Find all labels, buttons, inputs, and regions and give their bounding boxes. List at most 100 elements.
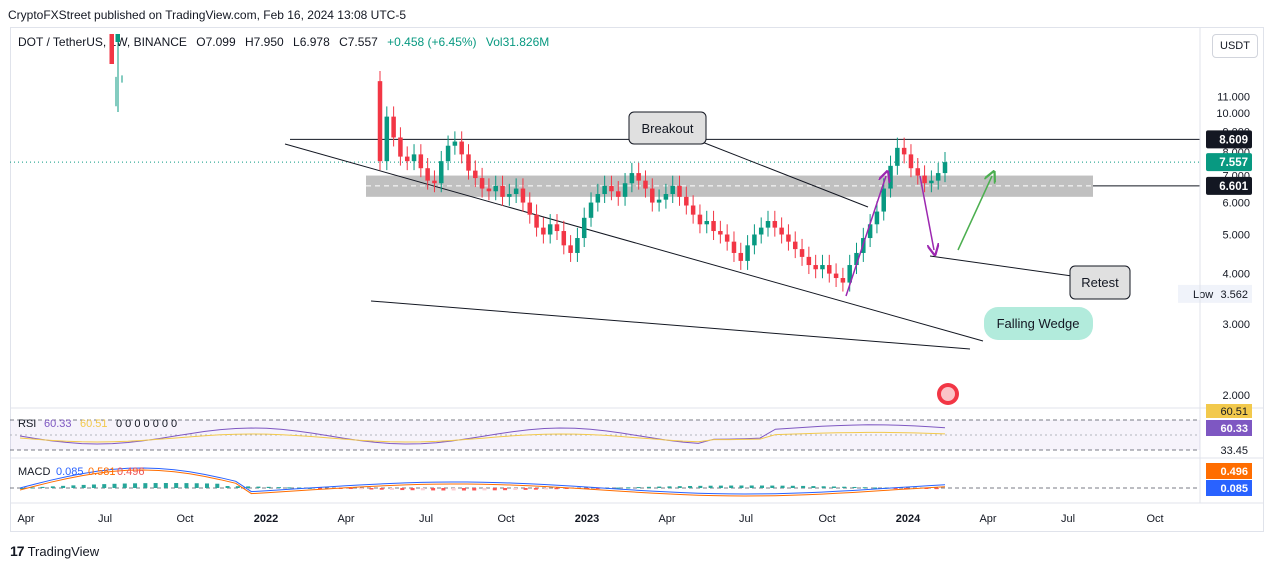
- candle-body: [670, 185, 675, 195]
- macd-hist-bar: [143, 483, 148, 488]
- macd-hist-bar: [20, 488, 24, 489]
- candle-body: [724, 234, 730, 242]
- macd-hist-bar: [256, 486, 261, 488]
- currency-button[interactable]: USDT: [1212, 34, 1258, 58]
- macd-hist-bar: [770, 485, 775, 488]
- candle-body: [411, 154, 417, 162]
- x-tick-label: Oct: [497, 513, 514, 525]
- candle-body: [813, 265, 818, 270]
- candle-body: [840, 278, 846, 283]
- macd-hist-bar: [287, 487, 292, 489]
- candle-body: [554, 224, 560, 232]
- candle-body: [439, 161, 444, 184]
- macd-hist-bar: [821, 486, 826, 488]
- candle-body: [109, 34, 114, 64]
- signal-line: [19, 469, 946, 497]
- chart-frame: [10, 27, 1264, 532]
- y-tick-label: 11.000: [1217, 91, 1250, 103]
- candle-body: [493, 185, 498, 192]
- y-tick-label: 2.000: [1222, 390, 1250, 402]
- price-tag-box: [1206, 153, 1252, 172]
- macd-hist-bar: [122, 483, 127, 488]
- rsi-ma-value: 60.51: [80, 418, 108, 430]
- candle-body: [534, 214, 539, 228]
- candle-body: [432, 180, 437, 184]
- candle-body: [718, 231, 723, 235]
- macd-hist-bar: [153, 483, 158, 488]
- macd-hist-bar: [235, 486, 240, 488]
- breakout-label: Breakout: [641, 121, 693, 136]
- price-tag-box: [1206, 130, 1252, 149]
- brand-name: TradingView: [27, 543, 100, 559]
- wedge-upper-line: [284, 143, 984, 342]
- macd-hist-bar: [30, 487, 35, 489]
- candle-body: [697, 214, 703, 225]
- high-value: H7.950: [245, 35, 284, 49]
- candle-body: [684, 196, 689, 206]
- candle-body: [888, 165, 893, 189]
- candle-body: [629, 173, 635, 184]
- macd-hist-bar: [472, 488, 477, 491]
- candle-body: [786, 234, 791, 242]
- publish-caption: CryptoFXStreet published on TradingView.…: [8, 8, 406, 22]
- macd-hist-bar: [400, 488, 405, 491]
- candle-body: [466, 154, 471, 171]
- macd-hist-bar: [698, 485, 703, 488]
- candle-body: [779, 227, 784, 235]
- macd-hist-bar: [184, 483, 189, 488]
- retest-callout-box: [1069, 265, 1131, 300]
- candle-body: [895, 147, 900, 166]
- candle-body: [609, 185, 614, 192]
- macd-hist-bar: [544, 488, 549, 490]
- candle-body: [425, 168, 430, 181]
- candle-body: [690, 205, 696, 215]
- volume-value: Vol31.826M: [485, 35, 550, 49]
- candle-body: [459, 141, 464, 155]
- macd-hist-bar: [461, 488, 466, 491]
- macd-hist-bar: [276, 487, 281, 489]
- candle-body: [758, 227, 764, 235]
- candle-body: [507, 194, 512, 197]
- macd-hist-bar: [903, 488, 908, 489]
- tradingview-logo[interactable]: 17 TradingView: [10, 543, 99, 559]
- y-tick-label: 5.000: [1222, 230, 1250, 242]
- macd-hist-bar: [811, 486, 816, 488]
- macd-hist-bar: [934, 488, 939, 490]
- macd-hist-bar: [729, 485, 734, 488]
- macd-hist-bar: [318, 488, 323, 489]
- price-tag-label: 7.557: [1219, 157, 1248, 169]
- rsi-tag-label: 60.33: [1220, 423, 1248, 435]
- macd-hist-bar: [595, 488, 600, 489]
- y-tick-label: 3.000: [1222, 319, 1250, 331]
- macd-hist-bar: [112, 483, 117, 488]
- candle-body: [929, 180, 934, 184]
- macd-hist-bar: [102, 484, 107, 488]
- macd-hist-bar: [194, 483, 199, 488]
- macd-hist-bar: [379, 488, 384, 490]
- x-tick-label: Jul: [98, 513, 112, 525]
- x-tick-label: Oct: [818, 513, 835, 525]
- macd-hist-bar: [873, 487, 878, 489]
- x-tick-label: 2023: [575, 513, 599, 525]
- candle-body: [541, 227, 546, 235]
- candle-body: [942, 162, 948, 174]
- macd-hist-bar: [81, 484, 86, 488]
- candle-body: [650, 188, 655, 203]
- low-tag-box: [1178, 284, 1252, 303]
- x-tick-label: Apr: [337, 513, 354, 525]
- macd-hist-bar: [646, 486, 651, 488]
- macd-hist-bar: [708, 485, 713, 488]
- signal-value: 0.581: [88, 466, 116, 478]
- macd-hist-bar: [657, 486, 662, 488]
- macd-hist-bar: [626, 487, 631, 489]
- candle-body: [738, 252, 744, 261]
- low-tag-label: Low: [1193, 289, 1213, 301]
- candle-body: [656, 199, 662, 203]
- candle-body: [820, 265, 825, 270]
- symbol-name: DOT / TetherUS, 1W, BINANCE: [18, 35, 187, 49]
- candle-body: [704, 221, 709, 225]
- candle-body: [636, 173, 641, 181]
- x-tick-label: Apr: [658, 513, 675, 525]
- candle-body: [445, 145, 451, 162]
